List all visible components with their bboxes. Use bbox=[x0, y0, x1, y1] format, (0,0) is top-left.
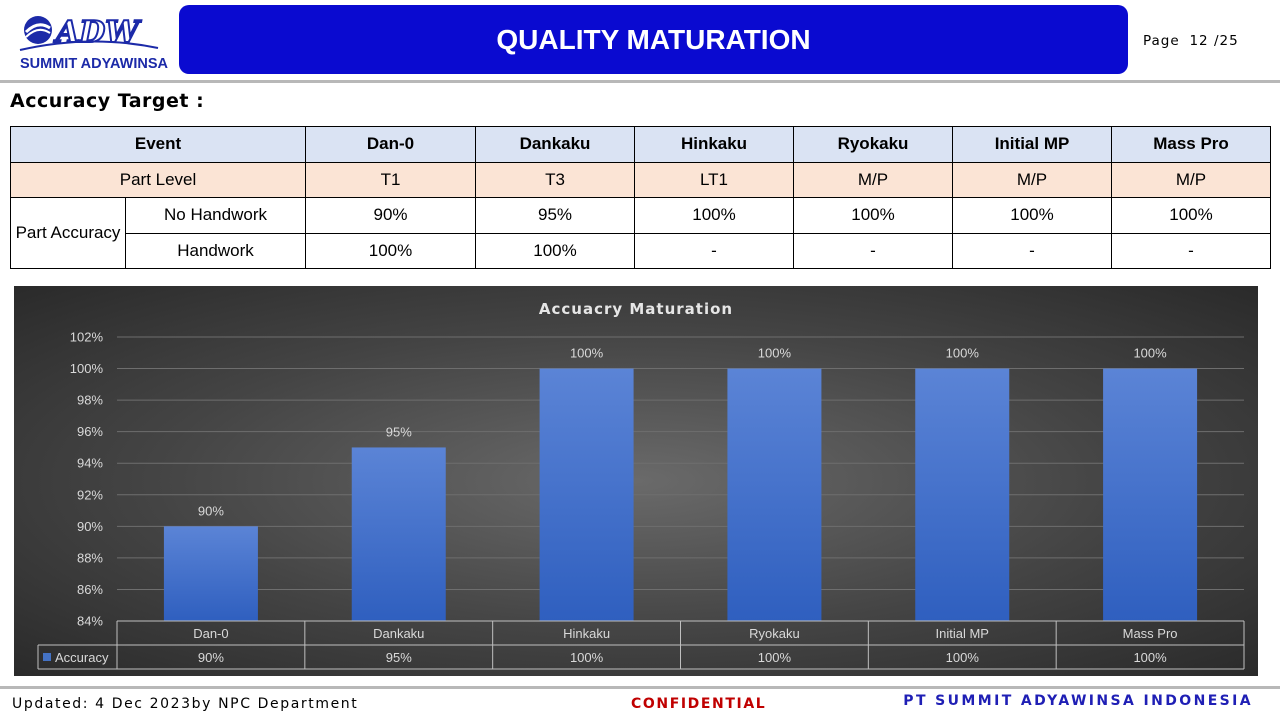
table-cell: T3 bbox=[475, 161, 636, 198]
header-cell: Dankaku bbox=[475, 126, 636, 163]
x-category-label: Mass Pro bbox=[1123, 626, 1178, 641]
header-cell: Ryokaku bbox=[793, 126, 954, 163]
company-logo: ADW SUMMIT ADYAWINSA bbox=[19, 14, 168, 72]
chart-title: Accuacry Maturation bbox=[539, 300, 733, 318]
row-label: Part Level bbox=[9, 161, 307, 198]
table-row-no-handwork: Part Accuracy No Handwork 90% 95% 100% 1… bbox=[10, 197, 1272, 269]
footer-updated-text: Updated: 4 Dec 2023by NPC Department bbox=[12, 696, 359, 712]
section-title: Accuracy Target : bbox=[10, 90, 205, 112]
y-tick-label: 92% bbox=[77, 487, 103, 502]
table-cell: 90% bbox=[305, 197, 477, 234]
x-category-label: Ryokaku bbox=[749, 626, 800, 641]
table-cell: - bbox=[952, 232, 1113, 269]
table-cell: 95% bbox=[475, 197, 636, 234]
table-cell: 100% bbox=[1111, 197, 1272, 234]
row-group-label: Part Accuracy bbox=[10, 197, 126, 269]
table-cell: M/P bbox=[1111, 161, 1272, 198]
page-value: 12 /25 bbox=[1189, 33, 1239, 49]
page-title: QUALITY MATURATION bbox=[179, 5, 1128, 74]
data-label: 100% bbox=[946, 346, 980, 361]
data-table-value: 95% bbox=[386, 650, 412, 665]
data-label: 95% bbox=[386, 424, 412, 439]
table-row-part-level: Part Level T1 T3 LT1 M/P M/P M/P bbox=[9, 161, 1272, 198]
y-tick-label: 98% bbox=[77, 393, 103, 408]
header-cell: Initial MP bbox=[952, 126, 1113, 163]
table-cell: T1 bbox=[305, 161, 477, 198]
data-table-value: 100% bbox=[570, 650, 604, 665]
y-tick-label: 94% bbox=[77, 456, 103, 471]
header-cell: Event bbox=[9, 126, 307, 163]
table-cell: M/P bbox=[952, 161, 1113, 198]
page-label: Page bbox=[1143, 33, 1180, 49]
table-cell: - bbox=[1111, 232, 1272, 269]
data-table-value: 100% bbox=[1133, 650, 1167, 665]
table-row-handwork: Handwork 100% 100% - - - - bbox=[11, 232, 1272, 269]
header-cell: Hinkaku bbox=[634, 126, 795, 163]
bar bbox=[1103, 368, 1198, 621]
header-cell: Mass Pro bbox=[1111, 126, 1272, 163]
y-tick-label: 102% bbox=[70, 330, 104, 345]
table-cell: 100% bbox=[793, 197, 954, 234]
table-cell: M/P bbox=[793, 161, 954, 198]
table-cell: LT1 bbox=[634, 161, 795, 198]
bar bbox=[539, 368, 634, 621]
data-label: 100% bbox=[1133, 346, 1167, 361]
x-category-label: Initial MP bbox=[936, 626, 989, 641]
table-cell: - bbox=[634, 232, 795, 269]
row-label: Handwork bbox=[124, 232, 307, 269]
data-label: 90% bbox=[198, 503, 224, 518]
page-number: Page 12 /25 bbox=[1143, 32, 1239, 49]
x-category-label: Dankaku bbox=[373, 626, 424, 641]
logo-mark: ADW bbox=[53, 15, 142, 50]
table-cell: 100% bbox=[475, 232, 636, 269]
table-header-row: Event Dan-0 Dankaku Hinkaku Ryokaku Init… bbox=[9, 126, 1272, 163]
footer-divider bbox=[0, 686, 1280, 689]
header-cell: Dan-0 bbox=[305, 126, 477, 163]
data-table-value: 90% bbox=[198, 650, 224, 665]
y-tick-label: 88% bbox=[77, 550, 103, 565]
y-tick-label: 86% bbox=[77, 582, 103, 597]
x-category-label: Dan-0 bbox=[193, 626, 228, 641]
data-table-value: 100% bbox=[758, 650, 792, 665]
row-label: No Handwork bbox=[124, 197, 307, 234]
header-divider bbox=[0, 80, 1280, 83]
legend-label: Accuracy bbox=[55, 650, 109, 665]
data-table-value: 100% bbox=[946, 650, 980, 665]
data-label: 100% bbox=[570, 346, 604, 361]
chart-svg: Accuacry Maturation 84% 86% 88% 90% 92% 94% 96… bbox=[37, 300, 1245, 670]
logo-text: SUMMIT ADYAWINSA bbox=[20, 56, 168, 72]
table-cell: 100% bbox=[634, 197, 795, 234]
confidential-label: CONFIDENTIAL bbox=[631, 696, 767, 712]
company-name: PT SUMMIT ADYAWINSA INDONESIA bbox=[903, 693, 1253, 709]
legend-swatch bbox=[43, 653, 51, 661]
bar bbox=[727, 368, 822, 621]
accuracy-chart: Accuacry Maturation 84% 86% 88% 90% 92% 94% 96… bbox=[14, 286, 1258, 676]
bar bbox=[163, 526, 258, 621]
bar bbox=[915, 368, 1010, 621]
y-tick-label: 96% bbox=[77, 424, 103, 439]
bar bbox=[351, 447, 446, 621]
accuracy-target-table: Event Dan-0 Dankaku Hinkaku Ryokaku Init… bbox=[9, 126, 1272, 269]
data-label: 100% bbox=[758, 346, 792, 361]
y-tick-label: 100% bbox=[70, 361, 104, 376]
table-cell: - bbox=[793, 232, 954, 269]
table-cell: 100% bbox=[952, 197, 1113, 234]
y-tick-label: 90% bbox=[77, 519, 103, 534]
x-category-label: Hinkaku bbox=[563, 626, 610, 641]
y-tick-label: 84% bbox=[77, 614, 103, 629]
table-cell: 100% bbox=[305, 232, 477, 269]
